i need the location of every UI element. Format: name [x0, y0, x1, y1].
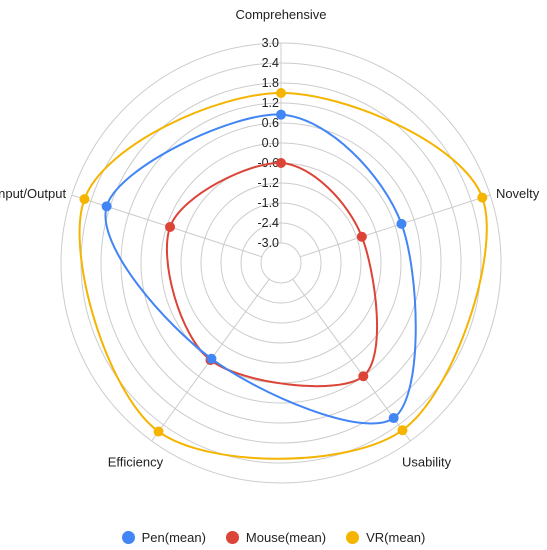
axis-label-novelty: Novelty — [496, 186, 540, 201]
data-point-mouse-mean — [165, 221, 176, 232]
series-line-pen-mean — [104, 113, 417, 425]
legend-swatch-vr — [346, 530, 360, 544]
tick-label: 2.4 — [262, 56, 279, 70]
legend-swatch-mouse — [225, 530, 239, 544]
tick-label: -3.0 — [257, 236, 279, 250]
legend-label-pen: Pen(mean) — [141, 529, 206, 545]
legend-label-mouse: Mouse(mean) — [245, 529, 327, 545]
data-point-pen-mean — [396, 218, 407, 229]
grid — [60, 42, 502, 484]
data-point-mouse-mean — [276, 158, 286, 168]
legend-item-mouse[interactable]: Mouse(mean) — [225, 528, 327, 546]
grid-spoke — [299, 194, 491, 258]
radar-chart: 3.02.41.81.20.60.0-0.6-1.2-1.8-2.4-3.0 C… — [0, 7, 540, 484]
axis-label-input-output: Input/Output — [0, 186, 66, 201]
tick-label: -2.4 — [257, 216, 279, 230]
data-point-mouse-mean — [356, 231, 367, 242]
data-point-mouse-mean — [358, 371, 369, 382]
data-point-vr-mean — [477, 192, 488, 203]
tick-labels: 3.02.41.81.20.60.0-0.6-1.2-1.8-2.4-3.0 — [257, 36, 279, 250]
data-point-pen-mean — [276, 109, 286, 120]
axis-labels: Comprehensive Novelty Usability Efficiency I… — [0, 7, 540, 469]
tick-label: 1.2 — [262, 96, 279, 110]
legend-item-pen[interactable]: Pen(mean) — [121, 528, 206, 546]
axis-label-efficiency: Efficiency — [108, 454, 164, 469]
tick-label: 0.0 — [262, 136, 279, 150]
tick-label: 0.6 — [262, 116, 279, 130]
data-point-vr-mean — [276, 88, 286, 98]
axis-label-usability: Usability — [402, 454, 452, 469]
data-point-pen-mean — [388, 413, 399, 424]
data-point-vr-mean — [397, 425, 408, 436]
data-point-vr-mean — [79, 194, 90, 205]
tick-label: -1.2 — [257, 176, 279, 190]
data-point-vr-mean — [153, 426, 164, 437]
data-point-pen-mean — [101, 201, 112, 212]
tick-label: 1.8 — [262, 76, 279, 90]
series-line-vr-mean — [78, 91, 488, 460]
data-point-pen-mean — [206, 353, 217, 364]
legend-swatch-pen — [121, 530, 135, 544]
tick-label: 3.0 — [262, 36, 279, 50]
legend-label-vr: VR(mean) — [366, 529, 426, 545]
legend-item-vr[interactable]: VR(mean) — [346, 528, 425, 546]
tick-label: -1.8 — [257, 196, 279, 210]
axis-label-comprehensive: Comprehensive — [235, 7, 326, 22]
series — [78, 88, 488, 460]
legend: Pen(mean) Mouse(mean) VR(mean) — [0, 528, 547, 546]
